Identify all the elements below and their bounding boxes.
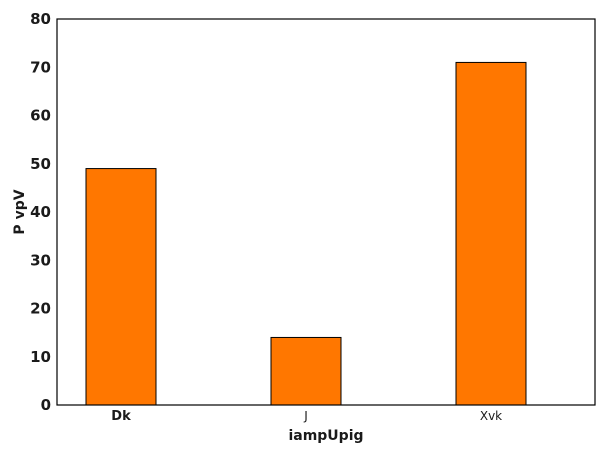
bars-group — [85, 61, 527, 406]
x-axis-title: iampUpig — [288, 428, 363, 444]
y-tick-label: 0 — [41, 396, 51, 414]
y-tick-label: 40 — [30, 203, 51, 221]
y-tick-label: 70 — [30, 58, 51, 76]
y-tick-label: 10 — [30, 348, 51, 366]
bar-dk — [85, 168, 157, 406]
bar-j — [270, 336, 342, 406]
y-axis-title: P vpV — [12, 189, 28, 234]
bar-xvk — [455, 61, 527, 406]
y-axis-ticks: 0 10 20 30 40 50 60 70 80 — [30, 10, 51, 414]
plot-frame — [56, 18, 596, 406]
x-tick-label: Dk — [111, 409, 131, 424]
y-tick-label: 60 — [30, 107, 51, 125]
y-tick-label: 20 — [30, 300, 51, 318]
y-tick-label: 30 — [30, 251, 51, 269]
y-tick-label: 50 — [30, 155, 51, 173]
x-tick-label: Xvk — [480, 409, 502, 423]
x-axis-ticks: Dk J Xvk — [111, 409, 502, 424]
x-tick-label: J — [303, 409, 308, 423]
y-tick-label: 80 — [30, 10, 51, 28]
